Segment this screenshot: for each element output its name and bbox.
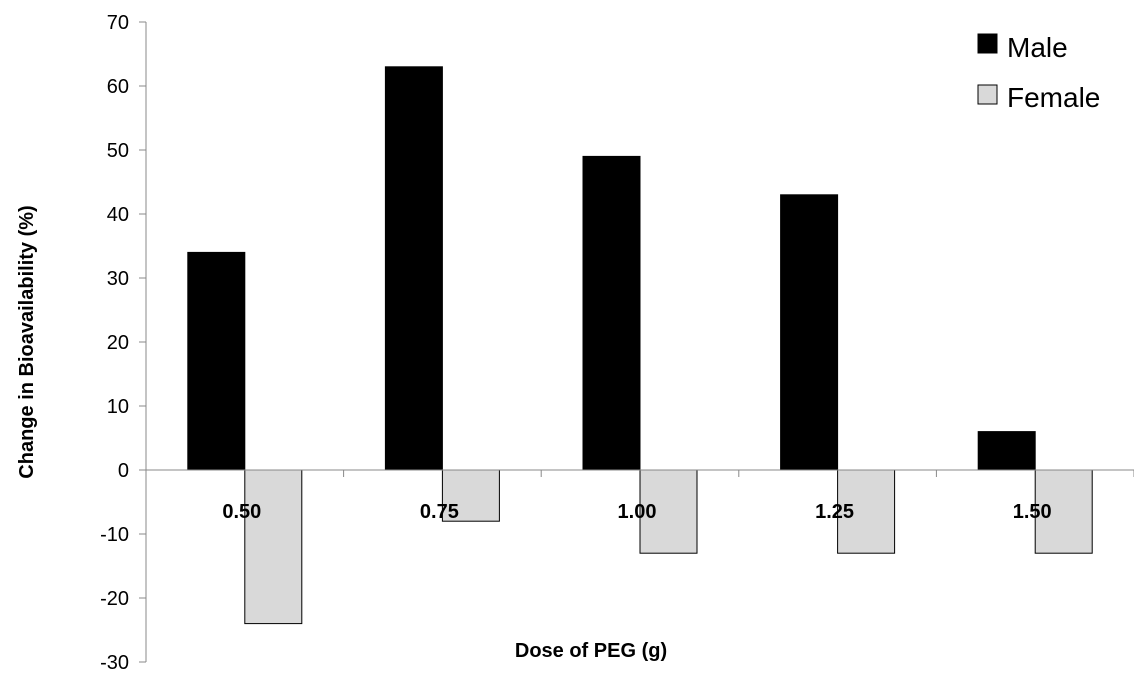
x-tick-label: 1.00 xyxy=(618,501,657,523)
y-axis-title: Change in Bioavailability (%) xyxy=(16,205,38,478)
legend-swatch-male xyxy=(977,33,998,54)
bar-male-1.00 xyxy=(582,155,641,471)
y-tick-label: 50 xyxy=(107,140,129,162)
bar-male-1.50 xyxy=(977,431,1036,471)
y-tick-label: 10 xyxy=(107,396,129,418)
y-tick-label: 40 xyxy=(107,204,129,226)
y-tick-label: 70 xyxy=(107,12,129,34)
x-tick-label: 1.50 xyxy=(1013,501,1052,523)
x-axis: 0.50 0.75 1.00 1.25 1.50 xyxy=(145,469,1134,523)
y-tick-label: 30 xyxy=(107,268,129,290)
legend-swatch-female xyxy=(977,84,998,105)
x-tick-label: 0.50 xyxy=(222,501,261,523)
legend: Male Female xyxy=(977,32,1100,113)
bar-male-1.25 xyxy=(780,194,839,471)
legend-label-male: Male xyxy=(1007,32,1068,63)
bars xyxy=(187,66,1093,625)
legend-label-female: Female xyxy=(1007,82,1100,113)
y-tick-label: 20 xyxy=(107,332,129,354)
y-tick-label: -30 xyxy=(100,652,129,674)
bar-female-0.50 xyxy=(244,469,303,625)
bar-male-0.50 xyxy=(187,251,246,471)
x-axis-title: Dose of PEG (g) xyxy=(515,640,667,662)
y-tick-label: 0 xyxy=(118,460,129,482)
y-tick-label: -20 xyxy=(100,588,129,610)
x-tick-label: 0.75 xyxy=(420,501,459,523)
bar-female-0.75 xyxy=(441,469,500,522)
x-tick-label: 1.25 xyxy=(815,501,854,523)
bar-male-0.75 xyxy=(384,66,443,471)
y-tick-label: 60 xyxy=(107,76,129,98)
y-axis: -30 -20 -10 0 10 20 30 40 50 60 70 xyxy=(100,12,147,674)
y-tick-label: -10 xyxy=(100,524,129,546)
